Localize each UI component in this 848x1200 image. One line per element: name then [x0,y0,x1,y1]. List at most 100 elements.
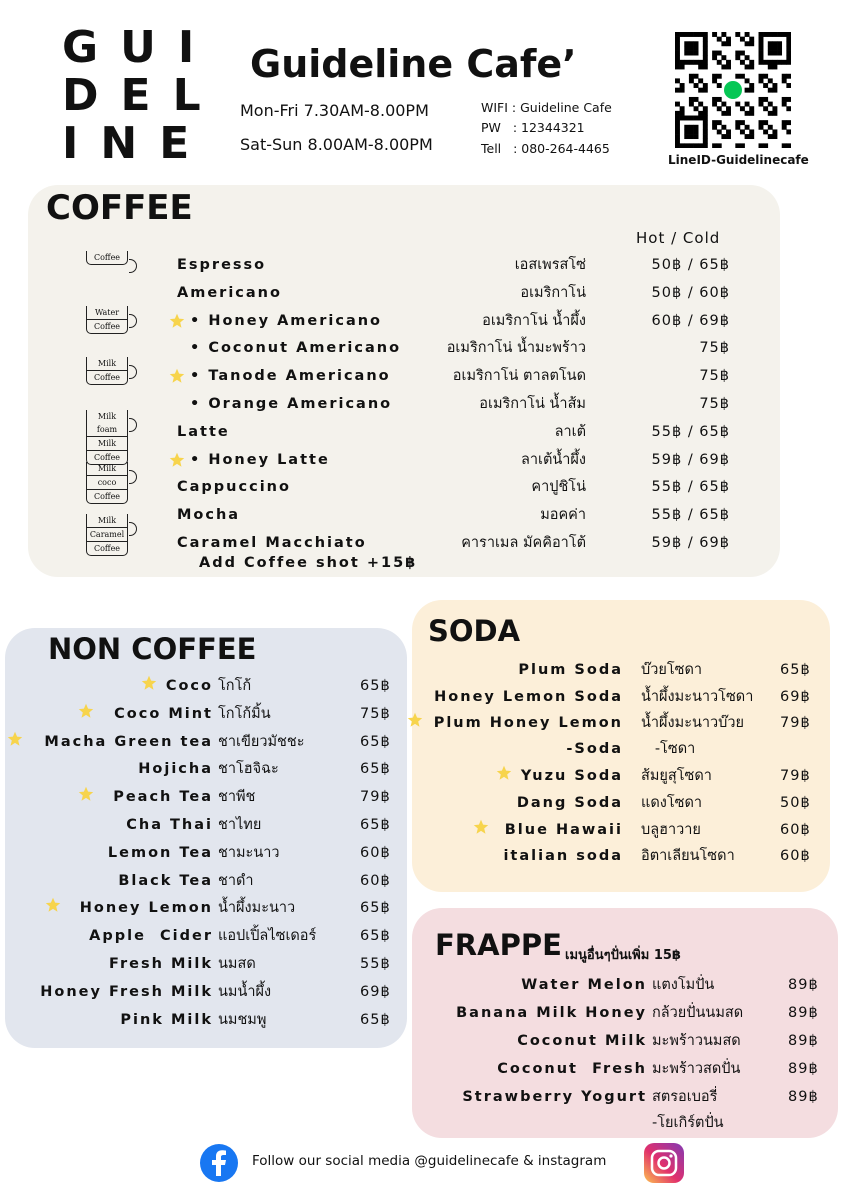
item-name: Cappuccino [177,479,291,496]
item-price: 65฿ [360,761,391,778]
item-thai: น้ำผึ้งมะนาวโซดา [641,688,754,705]
item-name: Caramel Macchiato [177,535,367,551]
qr-caption: LineID-Guidelinecafe [668,153,809,167]
item-name: Americano [177,284,282,301]
facebook-icon[interactable] [199,1143,239,1183]
star-icon [45,898,61,913]
qr-code [675,32,791,148]
item-price: 55฿ [360,956,391,972]
item-price: 50฿ / 65฿ [651,257,730,273]
item-name: Lemon Tea [107,844,213,861]
section-subtitle: เมนูอื่นๆปั่นเพิ่ม 15฿ [565,948,681,963]
column-header: Hot / Cold [636,229,721,247]
item-name: Pink Milk [120,1011,213,1028]
item-price: 59฿ / 69฿ [651,451,730,468]
cup-icon: Milk Caramel Coffee [86,514,137,556]
item-name: Mocha [177,507,241,524]
item-thai: อเมริกาโน่ น้ำมะพร้าว [446,340,586,357]
cafe-title: Guideline Cafe’ [250,42,577,86]
item-thai: ชาเขียวมัชชะ [218,733,305,750]
coffee-note: Add Coffee shot +15฿ [199,555,418,571]
item-price: 79฿ [360,789,391,806]
item-price: 60฿ [360,844,391,861]
logo-line: GUI [62,22,217,73]
cup-label: Coffee [87,450,127,464]
item-price: 89฿ [788,1033,819,1049]
item-thai: มะพร้าวสดปั่น [652,1061,741,1077]
item-thai: น้ำผึ้งมะนาว [218,900,296,917]
item-price: 79฿ [780,768,811,785]
item-name: Latte [177,423,230,440]
cup-icon: Milk foam Milk Coffee [86,410,137,465]
item-thai: นมชมพู [218,1011,267,1028]
item-price: 65฿ [360,1011,391,1028]
item-thai: กล้วยปั่นนมสด [652,1005,744,1021]
star-icon [78,786,94,801]
item-price: 65฿ [360,678,391,694]
item-name: Peach Tea [113,789,213,806]
item-name: Coco Mint [114,705,213,722]
item-price: 60฿ [780,821,811,838]
item-name: Honey Lemon Soda [434,688,623,705]
section-title: SODA [428,614,521,648]
cup-label: Milk foam [96,412,118,434]
item-thai: ลาเต้ [554,423,586,440]
item-thai: คาราเมล มัคคิอาโต้ [461,535,586,551]
star-icon [7,731,23,746]
instagram-icon[interactable] [643,1142,685,1184]
star-icon [496,766,512,781]
item-thai: ลาเต้น้ำผึ้ง [520,451,586,468]
item-name: italian soda [503,848,623,865]
item-name: Fresh Milk [109,956,213,972]
cup-label: Milk [87,436,127,450]
star-icon [78,703,94,718]
item-price: 75฿ [699,396,730,412]
item-price: 69฿ [780,688,811,705]
item-name: Banana Milk Honey [456,1005,647,1021]
item-price: 89฿ [788,1061,819,1077]
item-price: 60฿ / 69฿ [651,312,730,329]
item-thai: แดงโซดา [641,795,703,811]
cup-label: Coffee [93,253,121,262]
item-thai: ชามะนาว [218,844,280,861]
item-name: Cha Thai [126,817,213,833]
item-thai: มะพร้าวนมสด [652,1033,741,1049]
item-name: Plum Soda [518,662,623,678]
item-thai: น้ำผึ้งมะนาวบ๊วย -โซดา [641,715,745,758]
item-thai: โกโก้มิ้น [218,705,271,722]
item-name: Plum Honey Lemon -Soda [433,715,623,758]
item-name: Blue Hawaii [504,821,623,838]
item-price: 60฿ [780,848,811,865]
item-price: 75฿ [360,705,391,722]
item-name: Coco [165,678,213,694]
item-price: 60฿ [360,872,391,889]
non-coffee-panel [5,628,407,1048]
cup-label: Milk [97,516,117,525]
item-thai: ชาไทย [218,817,262,833]
item-name: Strawberry Yogurt [462,1089,647,1105]
soda-panel [412,600,830,892]
item-name: Black Tea [118,872,213,889]
item-price: 50฿ / 60฿ [651,284,730,301]
item-thai: ชาดำ [218,872,254,889]
item-price: 55฿ / 65฿ [651,423,730,440]
item-thai: อเมริกาโน่ น้ำส้ม [479,396,586,412]
item-name: Dang Soda [516,795,623,811]
item-price: 79฿ [780,715,811,732]
item-name: Water Melon [521,977,647,993]
cup-icon: Milk Coffee [86,357,137,385]
item-name: Coconut Fresh [497,1061,647,1077]
item-name: • Orange Americano [190,396,393,412]
item-thai: เอสเพรสโซ่ [514,257,586,273]
cup-label: Coffee [87,319,127,333]
item-thai: อเมริกาโน่ น้ำผึ้ง [482,312,586,329]
item-thai: โกโก้ [218,678,252,694]
item-price: 89฿ [788,1005,819,1021]
item-thai: ชาโฮจิฉะ [218,761,279,778]
item-price: 65฿ [780,662,811,678]
item-name: • Honey Americano [190,312,383,329]
item-thai: คาปูชิโน่ [531,479,586,496]
item-name: Yuzu Soda [520,768,623,785]
item-price: 65฿ [360,817,391,833]
